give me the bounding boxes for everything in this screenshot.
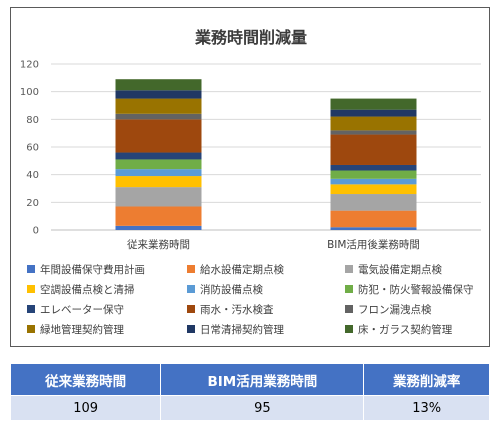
bar-segment	[330, 170, 417, 179]
legend-item: 電気設備定期点検	[345, 262, 442, 277]
legend-label: 年間設備保守費用計画	[40, 264, 145, 276]
legend-item: 日常清掃契約管理	[187, 322, 284, 337]
bar-segment	[115, 159, 202, 170]
y-tick-label: 120	[20, 60, 39, 71]
legend-item: 雨水・汚水検査	[187, 302, 274, 317]
legend-swatch	[345, 285, 353, 293]
summary-value-row: 109 95 13%	[9, 395, 490, 421]
bar-segment	[115, 119, 202, 153]
legend-swatch	[27, 305, 35, 313]
y-tick-label: 20	[26, 198, 39, 209]
legend-item: 給水設備定期点検	[187, 262, 284, 277]
bar-segment	[330, 164, 417, 171]
bar-segment	[115, 98, 202, 114]
summary-value-conventional: 109	[9, 395, 162, 421]
summary-header-conventional: 従来業務時間	[9, 363, 162, 396]
legend-item: フロン漏洩点検	[345, 302, 432, 317]
legend-label: エレベーター保守	[40, 304, 124, 316]
legend-swatch	[345, 265, 353, 273]
bar-segment	[115, 113, 202, 120]
legend-item: 床・ガラス契約管理	[345, 322, 452, 337]
bar-segment	[115, 152, 202, 160]
chart-title: 業務時間削減量	[194, 28, 307, 47]
legend-swatch	[187, 325, 195, 333]
legend-item: エレベーター保守	[27, 302, 124, 317]
legend-swatch	[345, 305, 353, 313]
bar-segment	[115, 206, 202, 226]
chart-frame: 業務時間削減量 0 20 40 60 80 100 120 従来業務時間 BIM活用後業務時間 …	[10, 7, 490, 347]
legend-label: 防犯・防火警報設備保守	[358, 284, 474, 296]
bar-segment	[115, 169, 202, 177]
summary-header-row: 従来業務時間 BIM活用業務時間 業務削減率	[9, 363, 490, 396]
y-tick-label: 40	[26, 170, 39, 181]
legend-label: 雨水・汚水検査	[200, 304, 274, 316]
summary-value-reduction: 13%	[363, 395, 490, 421]
legend-swatch	[27, 265, 35, 273]
y-tick-label: 80	[26, 115, 39, 126]
legend-label: 消防設備点検	[200, 284, 263, 296]
summary-table: 従来業務時間 BIM活用業務時間 業務削減率 109 95 13%	[9, 363, 490, 421]
summary-header-bim: BIM活用業務時間	[160, 363, 365, 396]
bar-segment	[115, 90, 202, 99]
bar-segment	[115, 225, 202, 230]
bar-segment	[330, 178, 417, 185]
legend-item: 空調設備点検と清掃	[27, 282, 135, 297]
bar-segment	[330, 98, 417, 110]
legend-swatch	[27, 325, 35, 333]
bar-segment	[115, 176, 202, 188]
bar-segment	[115, 79, 202, 91]
legend-swatch	[345, 325, 353, 333]
x-category-label: BIM活用後業務時間	[327, 238, 420, 251]
bar-segment	[330, 227, 417, 230]
bar-segment	[115, 187, 202, 207]
legend-label: 緑地管理契約管理	[40, 324, 124, 336]
legend-swatch	[27, 285, 35, 293]
summary-value-bim: 95	[160, 395, 365, 421]
x-category-label: 従来業務時間	[127, 238, 190, 251]
bar-segment	[330, 116, 417, 131]
bar-segment	[330, 210, 417, 228]
bar-segment	[330, 109, 417, 117]
legend-item: 消防設備点検	[187, 282, 263, 297]
bar-segment	[330, 194, 417, 211]
legend-label: フロン漏洩点検	[358, 304, 432, 316]
chart-plot: 0 20 40 60 80 100 120 従来業務時間 BIM活用後業務時間	[20, 60, 481, 251]
y-tick-label: 0	[33, 226, 39, 237]
legend-label: 給水設備定期点検	[200, 264, 284, 276]
legend-item: 緑地管理契約管理	[27, 322, 124, 337]
legend-swatch	[187, 305, 195, 313]
bar-segment	[330, 184, 417, 195]
y-tick-label: 100	[20, 87, 39, 98]
legend-label: 床・ガラス契約管理	[358, 324, 453, 336]
summary-header-reduction: 業務削減率	[363, 363, 490, 396]
legend-swatch	[187, 265, 195, 273]
legend-label: 空調設備点検と清掃	[40, 284, 135, 296]
legend-item: 防犯・防火警報設備保守	[345, 282, 474, 297]
y-tick-label: 60	[26, 143, 39, 154]
legend-swatch	[187, 285, 195, 293]
legend-item: 年間設備保守費用計画	[27, 262, 145, 277]
legend-label: 日常清掃契約管理	[200, 324, 284, 336]
bar-segment	[330, 134, 417, 165]
bar-segment	[330, 130, 417, 135]
legend-label: 電気設備定期点検	[358, 264, 442, 276]
